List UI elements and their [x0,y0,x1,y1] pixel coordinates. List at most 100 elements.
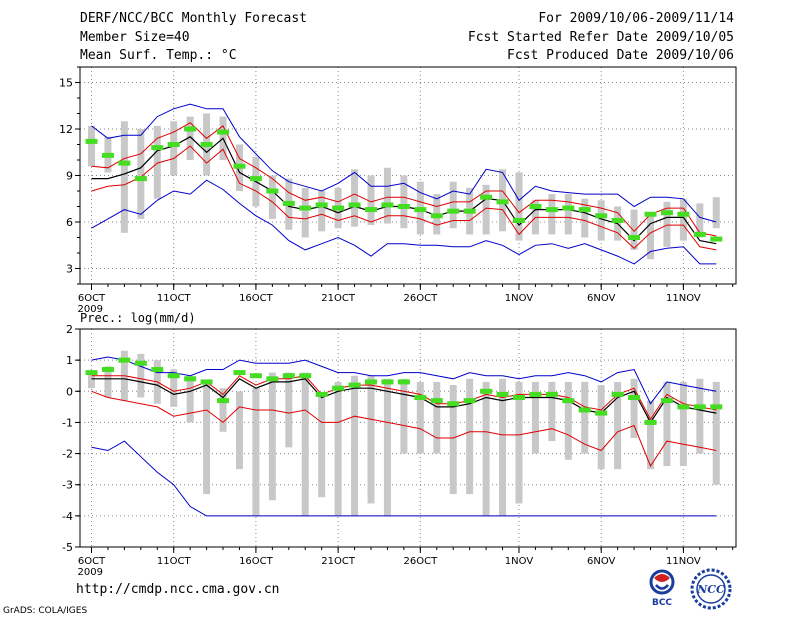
precipitation-mean-line [91,378,717,424]
precipitation-plot-frame [79,328,737,548]
precipitation-median-mark [710,404,723,410]
precipitation-box [351,375,359,516]
chart-title: DERF/NCC/BCC Monthly Forecast [80,11,307,26]
temperature-xtick-label: 6OCT [78,293,106,304]
temperature-box [712,197,720,229]
precipitation-median-mark [480,388,493,394]
precipitation-ytick-label: 2 [66,323,73,336]
temperature-median-mark [545,207,558,213]
precipitation-box [318,394,326,498]
precipitation-xtick-label: 1NOV [505,556,534,567]
precipitation-box [88,372,96,389]
temperature-spread-low-line [91,145,717,251]
fcst-started-date: Fcst Started Refer Date 2009/10/05 [467,30,734,45]
precipitation-max-line [91,356,717,405]
precipitation-median-mark [463,398,476,404]
precipitation-box [268,372,276,501]
precipitation-box [597,385,605,470]
ncc-logo: NCC [690,568,732,610]
precipitation-box [466,378,474,495]
temperature-median-mark [233,163,246,169]
precipitation-xtick-label: 11NOV [666,556,701,567]
temperature-box [351,169,359,227]
temperature-ytick-label: 12 [59,123,73,136]
precipitation-median-mark [628,395,641,401]
precipitation-box [581,381,589,454]
precipitation-box [663,381,671,467]
temperature-median-mark [628,235,641,240]
precipitation-ytick-label: -4 [62,510,73,523]
bcc-logo: BCC [649,569,675,608]
precipitation-median-mark [348,382,361,388]
temperature-box [301,187,309,238]
precipitation-box [170,369,178,407]
temperature-median-mark [644,211,657,217]
precipitation-box [219,388,227,432]
fcst-produced-date: Fcst Produced Date 2009/10/06 [507,48,734,63]
precipitation-median-mark [595,410,608,416]
temperature-median-mark [463,208,476,214]
footer-url[interactable]: http://cmdp.ncc.cma.gov.cn [76,582,280,597]
precipitation-box [712,381,720,485]
temperature-median-mark [529,204,542,209]
temperature-median-mark [414,207,427,213]
temperature-median-mark [332,205,345,211]
temperature-median-mark [282,200,295,206]
temperature-box [597,200,605,241]
precipitation-box [400,378,408,454]
precipitation-ytick-label: -1 [62,416,73,429]
temperature-box [482,184,490,235]
precipitation-median-mark [299,373,312,379]
temperature-median-mark [677,211,690,217]
temperature-median-mark [710,236,723,242]
temperature-median-mark [118,160,131,166]
temperature-median-mark [562,205,575,211]
precipitation-box [449,385,457,495]
variable-label: Mean Surf. Temp.: °C [80,48,237,63]
precipitation-panel-title: Prec.: log(mm/d) [80,311,196,325]
temperature-median-mark [447,208,460,214]
precipitation-median-mark [381,379,394,385]
temperature-ytick-label: 6 [66,216,73,229]
temperature-box [367,175,375,226]
temperature-median-mark [200,142,213,147]
temperature-box [630,209,638,250]
precipitation-median-mark [414,395,427,401]
bcc-logo-text: BCC [652,598,672,608]
temperature-median-mark [348,202,361,208]
temperature-box [581,198,589,238]
temperature-box [120,121,128,233]
precipitation-median-mark [644,419,657,425]
precipitation-box [696,378,704,454]
temperature-xtick-label: 11NOV [666,293,701,304]
temperature-median-mark [480,194,493,200]
temperature-median-mark [611,217,624,223]
temperature-xtick-label: 1NOV [505,293,534,304]
precipitation-box [301,372,309,516]
temperature-box [564,194,572,235]
precipitation-ytick-label: -3 [62,479,73,492]
precipitation-box [433,381,441,454]
precipitation-box [515,381,523,504]
temperature-ytick-label: 9 [66,170,73,183]
temperature-median-mark [315,202,328,208]
precipitation-median-mark [249,373,262,379]
temperature-median-mark [85,138,98,144]
precipitation-min-line [91,440,717,517]
temperature-min-line [91,179,717,265]
precipitation-xtick-label: 21OCT [321,556,356,567]
precipitation-box [679,381,687,467]
grads-credit: GrADS: COLA/IGES [3,606,88,616]
precipitation-box [334,381,342,516]
precipitation-median-mark [529,391,542,397]
temperature-xtick-label: 11OCT [157,293,192,304]
temperature-box [696,203,704,238]
temperature-median-mark [693,231,706,237]
precipitation-box [647,400,655,470]
precipitation-median-mark [332,385,345,391]
precipitation-xtick-label: 16OCT [239,556,274,567]
temperature-max-line [91,103,717,223]
temperature-median-mark [578,207,591,213]
temperature-box [449,181,457,229]
temperature-xtick-label: 26OCT [403,293,438,304]
